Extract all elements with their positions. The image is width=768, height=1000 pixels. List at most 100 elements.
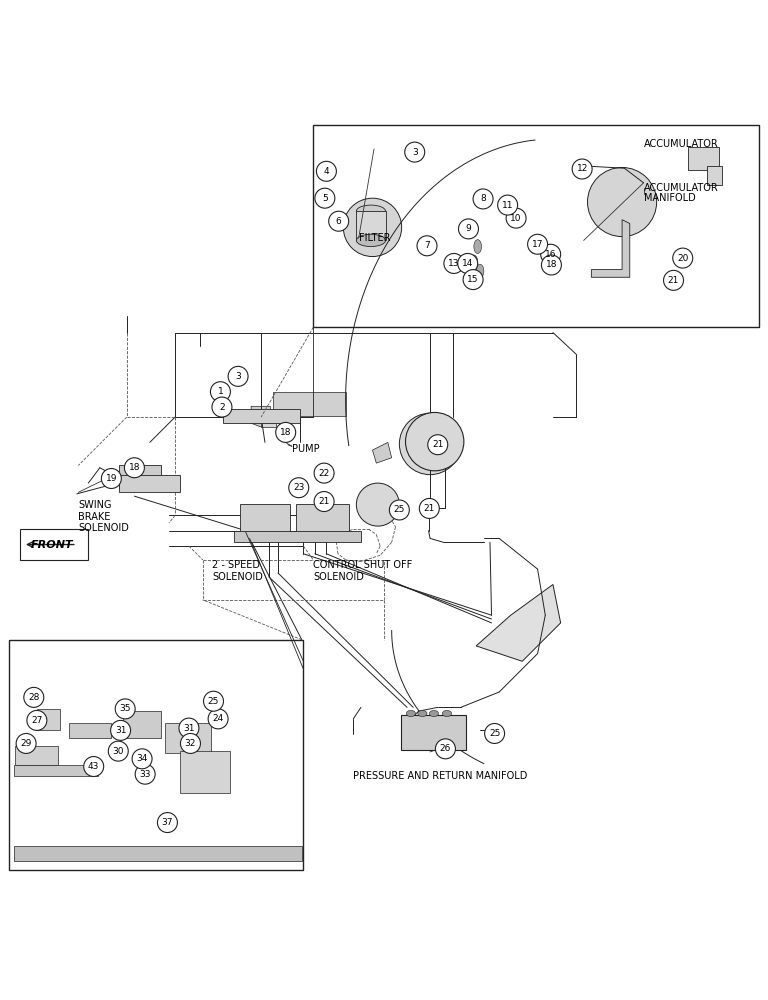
Text: 29: 29 [21, 739, 31, 748]
Circle shape [180, 733, 200, 753]
Polygon shape [273, 392, 346, 416]
Text: 13: 13 [449, 259, 459, 268]
Circle shape [135, 764, 155, 784]
Bar [165, 723, 211, 753]
Ellipse shape [474, 240, 482, 253]
Text: 28: 28 [28, 693, 39, 702]
Ellipse shape [429, 710, 439, 717]
Circle shape [405, 142, 425, 162]
FancyBboxPatch shape [20, 529, 88, 560]
Ellipse shape [406, 710, 415, 717]
Circle shape [208, 709, 228, 729]
Text: 43: 43 [88, 762, 99, 771]
Text: 12: 12 [577, 164, 588, 173]
Circle shape [289, 478, 309, 498]
Text: 8: 8 [480, 194, 486, 203]
Text: 21: 21 [424, 504, 435, 513]
Polygon shape [476, 584, 561, 661]
Ellipse shape [418, 710, 427, 717]
Text: 11: 11 [502, 201, 513, 210]
Text: 25: 25 [208, 697, 219, 706]
Text: 16: 16 [545, 250, 556, 259]
Circle shape [664, 270, 684, 290]
Text: 24: 24 [213, 714, 223, 723]
Text: 30: 30 [113, 747, 124, 756]
Ellipse shape [530, 240, 538, 253]
Text: 35: 35 [120, 704, 131, 713]
Text: 21: 21 [319, 497, 329, 506]
Text: 2 - SPEED
SOLENOID: 2 - SPEED SOLENOID [212, 560, 263, 582]
Circle shape [458, 219, 478, 239]
Text: 18: 18 [129, 463, 140, 472]
Circle shape [428, 435, 448, 455]
Text: 25: 25 [489, 729, 500, 738]
Text: 21: 21 [668, 276, 679, 285]
Circle shape [473, 189, 493, 209]
Text: 26: 26 [440, 744, 451, 753]
Text: 1: 1 [217, 387, 223, 396]
Circle shape [84, 757, 104, 776]
Polygon shape [372, 442, 392, 463]
Bar [688, 147, 719, 170]
Bar [296, 504, 349, 535]
Text: ACCUMULATOR: ACCUMULATOR [644, 139, 718, 149]
Ellipse shape [442, 710, 452, 717]
Text: 5: 5 [322, 194, 328, 203]
Circle shape [541, 255, 561, 275]
Text: 33: 33 [140, 770, 151, 779]
Text: FRONT: FRONT [31, 540, 74, 550]
Text: 6: 6 [336, 217, 342, 226]
Text: 18: 18 [280, 428, 291, 437]
Text: 4: 4 [323, 167, 329, 176]
Text: FILTER: FILTER [359, 233, 390, 243]
Bar [313, 125, 759, 327]
Bar [234, 531, 361, 542]
Text: 9: 9 [465, 224, 472, 233]
Circle shape [204, 691, 223, 711]
Bar [223, 409, 300, 423]
Circle shape [506, 208, 526, 228]
Circle shape [406, 412, 464, 471]
Bar [180, 751, 230, 793]
Text: 15: 15 [468, 275, 478, 284]
Text: 34: 34 [137, 754, 147, 763]
Text: 32: 32 [185, 739, 196, 748]
Circle shape [444, 253, 464, 273]
Ellipse shape [356, 205, 386, 217]
Bar [14, 846, 302, 861]
Bar [356, 211, 386, 240]
Text: 17: 17 [532, 240, 543, 249]
Circle shape [498, 195, 518, 215]
Text: 25: 25 [394, 505, 405, 514]
Bar [401, 715, 466, 750]
Text: 10: 10 [511, 214, 521, 223]
Circle shape [458, 253, 478, 273]
Circle shape [329, 211, 349, 231]
Circle shape [343, 198, 402, 257]
Circle shape [314, 463, 334, 483]
Circle shape [417, 236, 437, 256]
Text: 3: 3 [235, 372, 241, 381]
Circle shape [435, 739, 455, 759]
Text: 7: 7 [424, 241, 430, 250]
Circle shape [673, 248, 693, 268]
Text: 2: 2 [219, 403, 225, 412]
Text: CONTROL SHUT OFF
SOLENOID: CONTROL SHUT OFF SOLENOID [313, 560, 412, 582]
Circle shape [210, 382, 230, 402]
Circle shape [111, 720, 131, 740]
Polygon shape [415, 727, 438, 734]
Polygon shape [411, 727, 438, 750]
Bar [119, 465, 161, 488]
Circle shape [528, 234, 548, 254]
Circle shape [316, 161, 336, 181]
Text: 31: 31 [115, 726, 126, 735]
Circle shape [389, 500, 409, 520]
Circle shape [314, 492, 334, 512]
Text: 27: 27 [31, 716, 42, 725]
Circle shape [16, 733, 36, 753]
Text: SWING
BRAKE
SOLENOID: SWING BRAKE SOLENOID [78, 500, 129, 533]
Bar [14, 765, 98, 776]
Text: 20: 20 [677, 254, 688, 263]
Circle shape [132, 749, 152, 769]
Ellipse shape [476, 264, 484, 278]
